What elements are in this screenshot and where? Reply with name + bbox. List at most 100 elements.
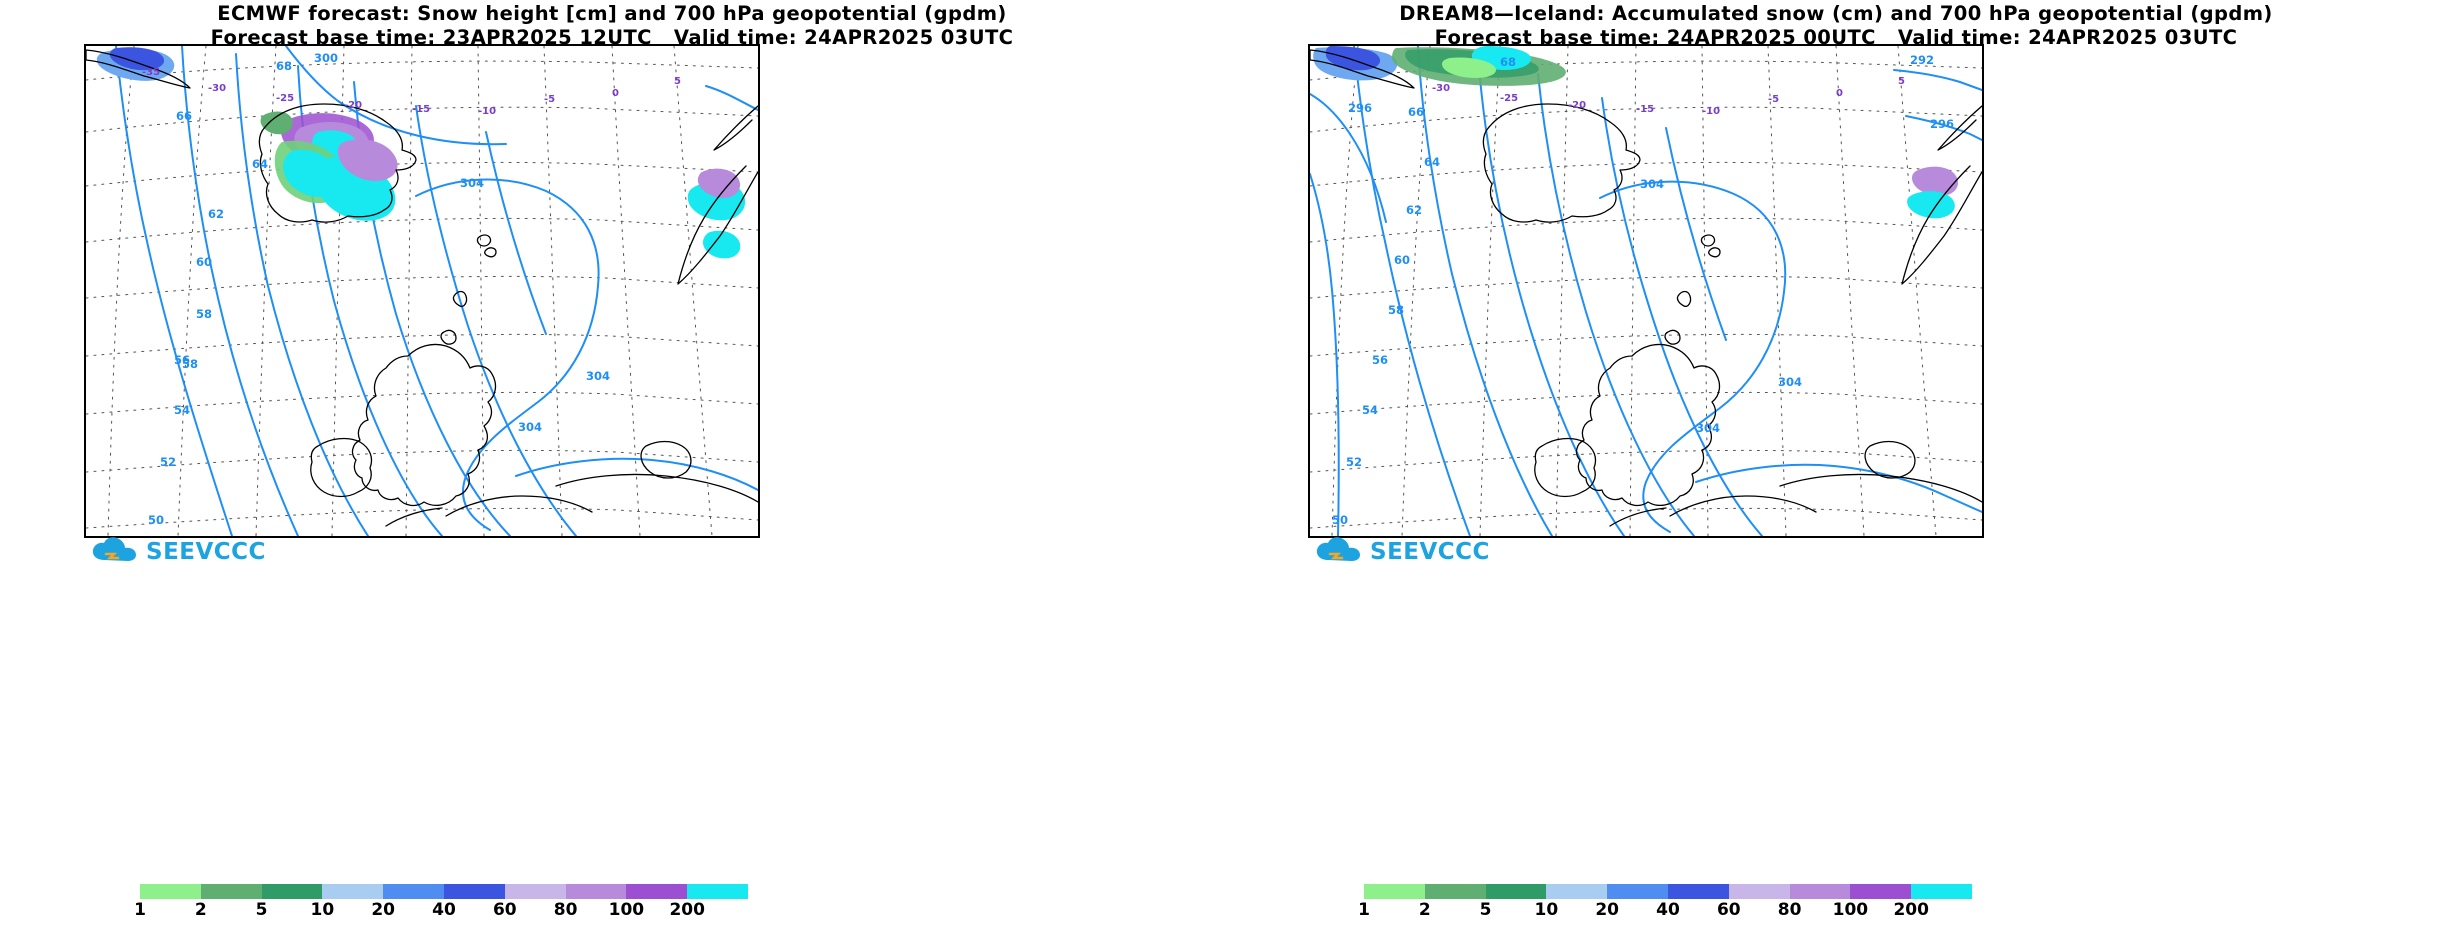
cloud-icon	[1316, 537, 1360, 561]
geopotential-contour-label: 64	[252, 157, 268, 171]
panel-title-line1: ECMWF forecast: Snow height [cm] and 700…	[217, 2, 1007, 25]
geopotential-contour-label: 50	[1332, 513, 1348, 527]
colorbar-tick-label: 5	[1479, 900, 1492, 920]
geopotential-contour-label: 58	[1388, 303, 1404, 317]
colorbar-segment	[261, 884, 323, 899]
longitude-grid-label: -25	[276, 93, 294, 104]
map-canvas-ecmwf[interactable]: 300 304 304 304 68 66 64 62 60 58 58 56 54 52 50 -35 -3…	[84, 44, 760, 538]
geopotential-contour-label: 52	[160, 455, 176, 469]
colorbar-tick-label: 10	[310, 900, 335, 920]
longitude-grid-label: -20	[1568, 100, 1586, 111]
colorbar-dream8	[1364, 884, 1972, 899]
colorbar-segment	[1789, 884, 1851, 899]
longitude-grid-label: 0	[612, 88, 619, 99]
colorbar-tick-label: 200	[669, 900, 705, 920]
colorbar-tick-label: 200	[1893, 900, 1929, 920]
geopotential-contour-label: 52	[1346, 455, 1362, 469]
geopotential-contour-label: 68	[1500, 55, 1516, 69]
colorbar-segment	[1667, 884, 1729, 899]
colorbar-tick-label: 2	[1418, 900, 1431, 920]
colorbar-segment	[565, 884, 627, 899]
colorbar-segment	[1728, 884, 1790, 899]
longitude-grid-label: 0	[1836, 88, 1843, 99]
geopotential-contour-label: 62	[208, 207, 224, 221]
colorbar-segment	[1911, 884, 1972, 899]
geopotential-contour-label: 56	[1372, 353, 1388, 367]
forecast-panel-ecmwf: ECMWF forecast: Snow height [cm] and 700…	[0, 0, 1224, 925]
panel-title-line2: Forecast base time: 24APR2025 00UTC Valid…	[1224, 26, 2448, 50]
colorbar-ecmwf	[140, 884, 748, 899]
seevccc-logo-dream8: SEEVCCC	[1314, 536, 1564, 570]
panel-title-block-dream8: DREAM8—Iceland: Accumulated snow (cm) an…	[1224, 2, 2448, 50]
colorbar-tick-label: 40	[1656, 900, 1680, 920]
colorbar-segment	[383, 884, 444, 899]
colorbar-tick-label: 1	[1358, 900, 1370, 920]
colorbar-tick-label: 1	[134, 900, 146, 920]
geopotential-contour-label: 304	[460, 176, 484, 190]
geopotential-contour-label: 62	[1406, 203, 1422, 217]
geopotential-contour-label: 64	[1424, 155, 1440, 169]
geopotential-contour-label: 58	[182, 357, 198, 371]
longitude-grid-label: -5	[1768, 94, 1779, 105]
colorbar-tick-label: 60	[492, 900, 517, 920]
geopotential-contour-label: 300	[314, 51, 338, 65]
colorbar-tick-label: 100	[608, 900, 645, 920]
forecast-panel-dream8: DREAM8—Iceland: Accumulated snow (cm) an…	[1224, 0, 2448, 925]
colorbar-tick-label: 100	[1832, 900, 1869, 920]
geopotential-contour-label: 304	[1778, 375, 1802, 389]
colorbar-segment	[1364, 884, 1425, 899]
seevccc-logo-ecmwf: SEEVCCC	[90, 536, 340, 570]
longitude-grid-label: -15	[412, 104, 430, 115]
map-canvas-dream8[interactable]: 292 296 296 304 304 304 68 66 64 62 60 58 56 54 52 50 -…	[1308, 44, 1984, 538]
seevccc-logo-text: SEEVCCC	[146, 539, 266, 565]
longitude-grid-label: 5	[1898, 76, 1905, 87]
colorbar-tick-label: 80	[1777, 900, 1802, 920]
longitude-grid-label: -15	[1636, 104, 1654, 115]
grid-labels: -35 -30 -25 -20 -15 -10 -5 0 5	[142, 67, 681, 117]
colorbar-tick-label: 2	[194, 900, 207, 920]
geopotential-contours	[115, 46, 758, 536]
longitude-grid-label: -25	[1500, 93, 1518, 104]
base-time-label: Forecast base time:	[210, 26, 436, 50]
geopotential-contour-label: 292	[1910, 53, 1934, 67]
longitude-grid-label: -35	[142, 67, 160, 78]
colorbar-segment	[1607, 884, 1668, 899]
geopotential-contour-label: 296	[1348, 101, 1372, 115]
snow-field-ecmwf	[96, 47, 746, 259]
geopotential-contour-label: 296	[1930, 117, 1954, 131]
valid-time-value: 24APR2025 03UTC	[2028, 26, 2238, 50]
longitude-grid-label: -10	[1702, 106, 1720, 117]
colorbar-tick-labels-ecmwf: 1 2 5 10 20 40 60 80 100 200	[134, 900, 748, 922]
panel-title-line1: DREAM8—Iceland: Accumulated snow (cm) an…	[1399, 2, 2273, 25]
panel-title-block-ecmwf: ECMWF forecast: Snow height [cm] and 700…	[0, 2, 1224, 50]
colorbar-segment	[504, 884, 566, 899]
colorbar-segment	[1424, 884, 1486, 899]
geopotential-contour-label: 304	[1696, 421, 1720, 435]
geopotential-contours	[1310, 46, 1982, 536]
coastlines	[86, 49, 758, 527]
geopotential-contour-label: 54	[174, 403, 190, 417]
cloud-icon	[92, 537, 136, 561]
colorbar-tick-label: 5	[255, 900, 268, 920]
colorbar-segment	[1546, 884, 1608, 899]
colorbar-tick-label: 20	[371, 900, 396, 920]
base-time-value: 24APR2025 00UTC	[1666, 26, 1876, 50]
valid-time-label: Valid time:	[673, 26, 797, 50]
panel-title-line2: Forecast base time: 23APR2025 12UTC Valid…	[0, 26, 1224, 50]
coastlines	[1310, 49, 1982, 527]
base-time-label: Forecast base time:	[1434, 26, 1660, 50]
seevccc-logo-text: SEEVCCC	[1370, 539, 1490, 565]
colorbar-tick-label: 40	[432, 900, 456, 920]
longitude-grid-label: -30	[1432, 83, 1450, 94]
colorbar-segment	[443, 884, 505, 899]
colorbar-tick-label: 20	[1595, 900, 1620, 920]
colorbar-segment	[1850, 884, 1912, 899]
grid-labels: -30 -25 -20 -15 -10 -5 0 5	[1432, 76, 1905, 117]
colorbar-segment	[687, 884, 748, 899]
geopotential-contour-label: 60	[1394, 253, 1410, 267]
